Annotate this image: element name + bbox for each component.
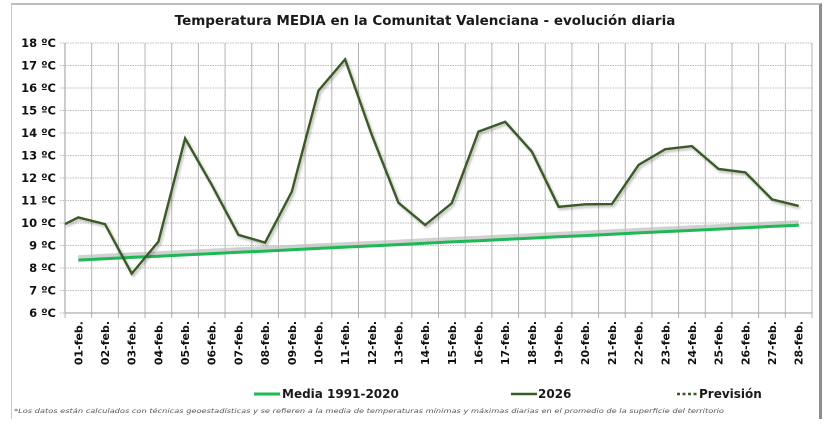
x-tick-label: 09-feb. [286, 321, 299, 365]
series-line-media [78, 223, 799, 262]
gridlines [60, 42, 813, 318]
y-tick-label: 15 ºC [21, 104, 56, 118]
legend-label-prevision: Previsión [699, 387, 762, 401]
y-tick-label: 7 ºC [29, 284, 56, 298]
legend-item-prevision: Previsión [677, 387, 762, 401]
x-tick-label: 13-feb. [392, 321, 405, 365]
legend-label-media: Media 1991-2020 [282, 387, 399, 401]
x-tick-label: 01-feb. [72, 321, 85, 365]
x-tick-label: 14-feb. [419, 321, 432, 365]
x-tick-label: 06-feb. [206, 321, 219, 365]
y-tick-label: 14 ºC [21, 126, 56, 140]
x-tick-label: 26-feb. [739, 321, 752, 365]
x-tick-label: 02-feb. [99, 321, 112, 365]
x-tick-label: 16-feb. [473, 321, 486, 365]
x-tick-label: 18-feb. [526, 321, 539, 365]
chart-frame [11, 3, 822, 419]
x-tick-label: 10-feb. [312, 321, 325, 365]
x-tick-label: 20-feb. [579, 321, 592, 365]
chart-title: Temperatura MEDIA en la Comunitat Valenc… [175, 13, 676, 29]
series-media-shadow [78, 220, 799, 262]
x-tick-label: 19-feb. [553, 321, 566, 365]
series-lines [64, 57, 799, 276]
x-tick-label: 22-feb. [633, 321, 646, 365]
x-tick-label: 28-feb. [793, 321, 806, 365]
y-tick-label: 17 ºC [21, 59, 56, 73]
x-tick-label: 15-feb. [446, 321, 459, 365]
legend-item-media: Media 1991-2020 [254, 387, 399, 401]
x-tick-label: 25-feb. [713, 321, 726, 365]
top-sliver [0, 0, 831, 3]
x-tick-label: 07-feb. [232, 321, 245, 365]
x-tick-label: 05-feb. [179, 321, 192, 365]
y-tick-label: 9 ºC [29, 239, 56, 253]
x-tick-label: 27-feb. [766, 321, 779, 365]
y-tick-label: 10 ºC [21, 216, 56, 230]
x-tick-label: 03-feb. [126, 321, 139, 365]
legend-item-2026: 2026 [511, 387, 571, 401]
x-tick-label: 24-feb. [686, 321, 699, 365]
x-tick-label: 17-feb. [499, 321, 512, 365]
x-axis-ticks: 01-feb. 02-feb. 03-feb. 04-feb. 05-feb. 06-fe… [72, 321, 805, 365]
y-tick-label: 16 ºC [21, 81, 56, 95]
y-tick-label: 8 ºC [29, 261, 56, 275]
legend: Media 1991-2020 2026 Previsión [254, 387, 762, 401]
y-tick-label: 13 ºC [21, 149, 56, 163]
x-tick-label: 21-feb. [606, 321, 619, 365]
footnote: *Los datos están calculados con técnicas… [14, 407, 724, 415]
y-axis-ticks: 6 ºC 7 ºC 8 ºC 9 ºC 10 ºC 11 ºC 12 ºC 13 ºC 14 º… [21, 36, 56, 320]
x-tick-label: 12-feb. [366, 321, 379, 365]
y-tick-label: 18 ºC [21, 36, 56, 50]
y-tick-label: 12 ºC [21, 171, 56, 185]
y-tick-label: 6 ºC [29, 306, 56, 320]
legend-label-2026: 2026 [538, 387, 571, 401]
x-tick-label: 08-feb. [259, 321, 272, 365]
y-tick-label: 11 ºC [21, 194, 56, 208]
x-tick-label: 04-feb. [152, 321, 165, 365]
series-line-2026 [64, 57, 799, 276]
x-tick-label: 23-feb. [659, 321, 672, 365]
x-tick-label: 11-feb. [339, 321, 352, 365]
